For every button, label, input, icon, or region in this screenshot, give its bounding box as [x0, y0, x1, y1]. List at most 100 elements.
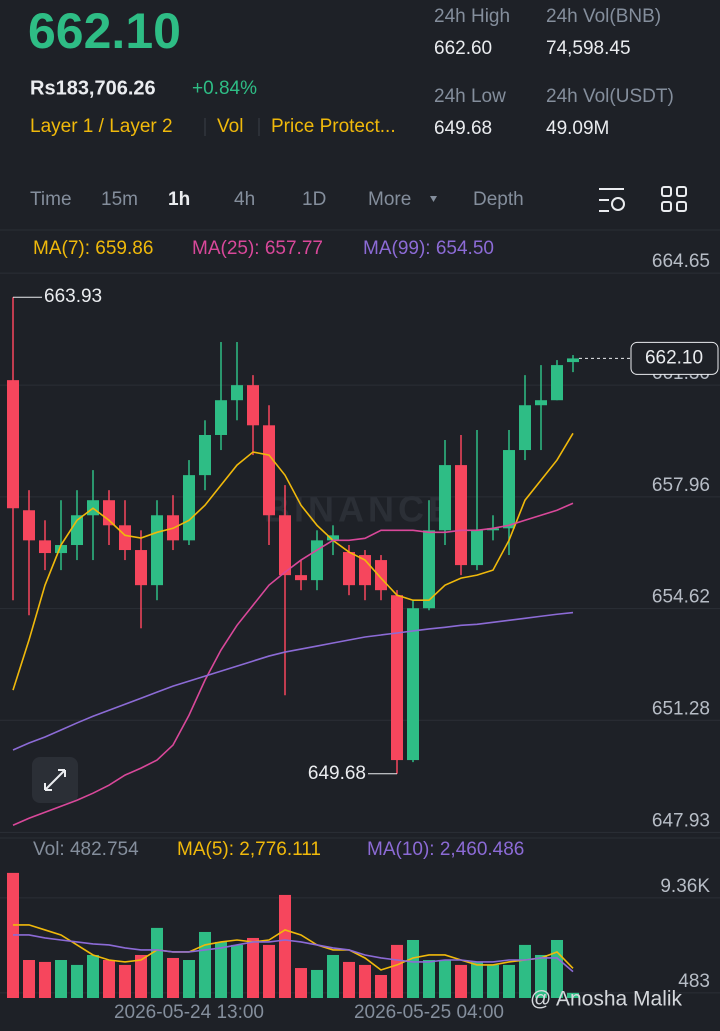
candle-body — [231, 385, 243, 401]
layout-icon[interactable] — [661, 186, 687, 212]
y-tick-label: 651.28 — [652, 698, 710, 719]
candle-body — [199, 434, 211, 476]
candle-body — [519, 405, 531, 451]
timeframe-tab[interactable]: 4h — [234, 189, 255, 210]
volume-bar — [199, 931, 211, 998]
tag[interactable]: Layer 1 / Layer 2 — [30, 116, 173, 137]
timeframe-tab[interactable]: More — [368, 189, 411, 210]
volume-bar — [519, 944, 531, 998]
volume-bar — [167, 957, 179, 998]
volume-bar — [231, 944, 243, 998]
volume-bar — [391, 944, 403, 998]
candle-body — [263, 425, 275, 516]
price-change: +0.84% — [192, 78, 257, 99]
candle-body — [423, 530, 435, 609]
volume-bar — [23, 960, 35, 998]
fiat-price: Rs183,706.26 — [30, 77, 156, 99]
candle-body — [135, 550, 147, 586]
volume-bar — [375, 974, 387, 998]
x-tick-label: 2026-05-24 13:00 — [114, 1002, 264, 1023]
candle-body — [343, 552, 355, 586]
candle-body — [567, 358, 579, 363]
ma-line — [12, 611, 574, 751]
stat-label: 24h Vol(BNB) — [546, 6, 661, 27]
candle-body — [535, 400, 547, 406]
stat-value: 74,598.45 — [546, 38, 631, 59]
candle-body — [391, 595, 403, 761]
timeframe-tab[interactable]: 1D — [302, 189, 326, 210]
timeframe-tab[interactable]: 1h — [168, 189, 190, 210]
y-tick-label: 657.96 — [652, 475, 710, 496]
candle-body — [7, 380, 19, 509]
candle-body — [279, 515, 291, 576]
candle-body — [247, 385, 259, 426]
last-price-box — [630, 341, 719, 375]
stat-label: 24h Vol(USDT) — [546, 86, 674, 107]
volume-bar — [39, 961, 51, 998]
candle-body — [407, 608, 419, 761]
volume-bar — [183, 960, 195, 998]
volume-bar — [535, 954, 547, 998]
candle-body — [471, 530, 483, 566]
timeframe-tab[interactable]: Depth — [473, 189, 524, 210]
volume-title: Vol: 482.754 — [33, 839, 139, 860]
x-tick-label: 2026-05-25 04:00 — [354, 1002, 504, 1023]
ma-line — [12, 502, 574, 827]
candle-body — [503, 450, 515, 529]
timeframe-tab[interactable]: Time — [30, 189, 72, 210]
volume-bar — [263, 944, 275, 998]
y-tick-label: 654.62 — [652, 587, 710, 608]
credit: @ Anosha Malik — [530, 988, 683, 1011]
expand-button[interactable] — [32, 757, 78, 803]
volume-bar — [279, 894, 291, 998]
volume-bar — [151, 927, 163, 998]
candle-body — [439, 465, 451, 531]
volume-bar — [87, 954, 99, 998]
settings-icon[interactable] — [599, 188, 625, 212]
y-tick-label: 664.65 — [652, 251, 710, 272]
y-tick-label: 9.36K — [660, 876, 710, 897]
annotation-label: 663.93 — [44, 286, 102, 307]
volume-bar — [295, 968, 307, 998]
candle-body — [551, 365, 563, 401]
candle-body — [71, 515, 83, 546]
stat-value: 49.09M — [546, 118, 609, 139]
legend-entry: MA(5): 2,776.111 — [177, 839, 321, 860]
volume-bar — [327, 954, 339, 998]
volume-bar — [311, 969, 323, 998]
tag[interactable]: Vol — [217, 116, 243, 137]
volume-bar — [423, 960, 435, 998]
candle-body — [295, 575, 307, 581]
legend-entry: MA(25): 657.77 — [192, 238, 323, 259]
volume-bar — [119, 964, 131, 998]
volume-bar — [215, 941, 227, 998]
y-tick-label: 647.93 — [652, 810, 710, 831]
volume-bar — [471, 961, 483, 998]
volume-bar — [71, 964, 83, 998]
ma-line — [12, 432, 574, 691]
annotation-label: 649.68 — [308, 763, 366, 784]
candle-body — [151, 515, 163, 586]
candle-body — [23, 510, 35, 541]
tag[interactable]: Price Protect... — [271, 116, 396, 137]
volume-bar — [343, 961, 355, 998]
candle-body — [119, 525, 131, 551]
volume-bar — [407, 939, 419, 998]
y-tick-label: 483 — [678, 971, 710, 992]
timeframe-tab[interactable]: 15m — [101, 189, 138, 210]
candle-body — [39, 540, 51, 554]
candle-body — [55, 545, 67, 554]
stat-label: 24h Low — [434, 86, 506, 107]
volume-bar — [567, 992, 579, 998]
volume-bar — [55, 960, 67, 998]
legend-entry: MA(99): 654.50 — [363, 238, 494, 259]
candle-body — [215, 400, 227, 435]
candle-body — [487, 528, 499, 531]
volume-bar — [487, 964, 499, 998]
candle-body — [455, 465, 467, 566]
volume-bar — [103, 960, 115, 998]
volume-bar — [503, 964, 515, 998]
